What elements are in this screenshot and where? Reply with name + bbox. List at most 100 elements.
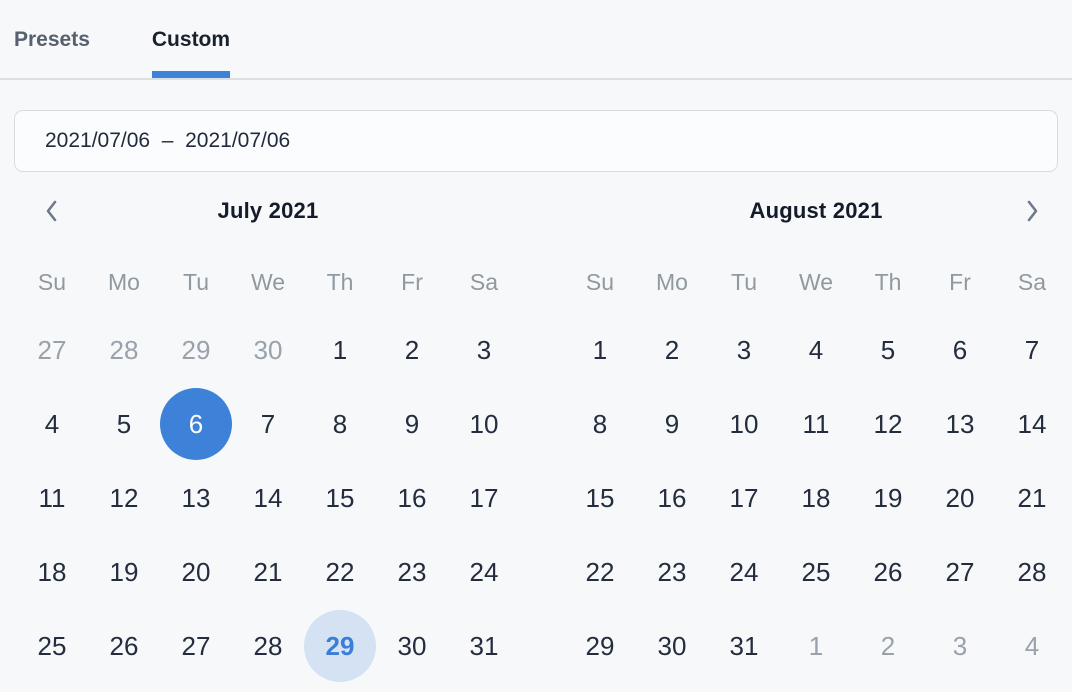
day-cell[interactable]: 12 xyxy=(109,482,139,513)
weekday-label: Th xyxy=(326,268,354,295)
day-cell[interactable]: 20 xyxy=(181,556,211,587)
day-cell[interactable]: 3 xyxy=(952,630,968,661)
date-range-wrapper xyxy=(0,80,1072,172)
day-cell[interactable]: 30 xyxy=(657,630,687,661)
day-cell[interactable]: 28 xyxy=(1017,556,1047,587)
weekday-label: Mo xyxy=(656,268,688,295)
day-cell[interactable]: 10 xyxy=(729,408,759,439)
tab-custom[interactable]: Custom xyxy=(151,0,231,78)
day-cell[interactable]: 28 xyxy=(253,630,283,661)
calendar-panel: July 2021 Su Mo Tu We Th Fr Sa 27 28 29 30 1 2 3 4 5 6 7… xyxy=(0,188,1072,683)
day-cell[interactable]: 11 xyxy=(38,482,66,513)
day-cell[interactable]: 30 xyxy=(397,630,427,661)
day-cell[interactable]: 3 xyxy=(476,334,492,365)
weekday-label: Sa xyxy=(469,268,499,295)
day-cell[interactable]: 31 xyxy=(729,630,759,661)
calendar-month-august: August 2021 Su Mo Tu We Th Fr Sa 1 2 3 4 5 6 7 8 9 10 11… xyxy=(564,188,1068,683)
chevron-left-icon xyxy=(46,200,57,222)
day-cell[interactable]: 25 xyxy=(801,556,831,587)
day-cell[interactable]: 6 xyxy=(952,334,968,365)
day-cell[interactable]: 24 xyxy=(729,556,759,587)
day-cell[interactable]: 21 xyxy=(1017,482,1047,513)
next-month-button[interactable] xyxy=(996,188,1068,234)
day-cell[interactable]: 9 xyxy=(404,408,420,439)
month-title: July 2021 xyxy=(217,198,319,223)
day-cell[interactable]: 7 xyxy=(1024,334,1040,365)
day-cell[interactable]: 4 xyxy=(44,408,60,439)
day-cell[interactable]: 29 xyxy=(181,334,211,365)
day-cell[interactable]: 11 xyxy=(802,408,830,439)
weekday-label: Su xyxy=(585,268,615,295)
day-cell[interactable]: 22 xyxy=(325,556,355,587)
day-cell[interactable]: 19 xyxy=(109,556,139,587)
day-cell[interactable]: 27 xyxy=(37,334,67,365)
month-header: July 2021 xyxy=(16,188,520,234)
day-cell[interactable]: 28 xyxy=(109,334,139,365)
day-cell[interactable]: 17 xyxy=(469,482,499,513)
day-cell[interactable]: 14 xyxy=(253,482,283,513)
day-cell[interactable]: 8 xyxy=(592,408,608,439)
weekday-label: Su xyxy=(37,268,67,295)
weekday-label: Th xyxy=(874,268,902,295)
day-cell[interactable]: 18 xyxy=(801,482,831,513)
weekday-label: Tu xyxy=(183,268,209,295)
day-cell[interactable]: 22 xyxy=(585,556,615,587)
day-cell[interactable]: 20 xyxy=(945,482,975,513)
day-cell-today[interactable]: 29 xyxy=(304,609,376,683)
weekday-label: Tu xyxy=(731,268,757,295)
date-range-input[interactable] xyxy=(14,110,1058,172)
weekday-label: Sa xyxy=(1017,268,1047,295)
day-cell[interactable]: 1 xyxy=(332,334,348,365)
day-cell[interactable]: 9 xyxy=(664,408,680,439)
weekday-label: Fr xyxy=(401,268,423,295)
day-cell[interactable]: 18 xyxy=(37,556,67,587)
day-cell[interactable]: 2 xyxy=(404,334,420,365)
day-cell[interactable]: 30 xyxy=(253,334,283,365)
day-cell[interactable]: 25 xyxy=(37,630,67,661)
day-cell[interactable]: 1 xyxy=(592,334,608,365)
day-cell[interactable]: 31 xyxy=(469,630,499,661)
weekday-label: Mo xyxy=(108,268,140,295)
month-title: August 2021 xyxy=(749,198,883,223)
day-cell[interactable]: 29 xyxy=(585,630,615,661)
day-cell[interactable]: 27 xyxy=(945,556,975,587)
day-cell[interactable]: 14 xyxy=(1017,408,1047,439)
day-cell[interactable]: 15 xyxy=(325,482,355,513)
day-cell-selected[interactable]: 6 xyxy=(160,387,232,461)
day-cell[interactable]: 2 xyxy=(880,630,896,661)
day-cell[interactable]: 5 xyxy=(116,408,132,439)
day-cell[interactable]: 4 xyxy=(808,334,824,365)
day-cell[interactable]: 4 xyxy=(1024,630,1040,661)
day-cell[interactable]: 2 xyxy=(664,334,680,365)
weekday-label: We xyxy=(250,268,286,295)
day-cell[interactable]: 8 xyxy=(332,408,348,439)
day-cell[interactable]: 16 xyxy=(397,482,427,513)
weekday-row: Su Mo Tu We Th Fr Sa xyxy=(564,262,1068,302)
chevron-right-icon xyxy=(1027,200,1038,222)
day-cell[interactable]: 15 xyxy=(585,482,615,513)
day-cell[interactable]: 13 xyxy=(181,482,211,513)
tab-presets[interactable]: Presets xyxy=(14,28,90,51)
day-cell[interactable]: 5 xyxy=(880,334,896,365)
day-cell[interactable]: 12 xyxy=(873,408,903,439)
day-cell[interactable]: 16 xyxy=(657,482,687,513)
prev-month-button[interactable] xyxy=(16,188,88,234)
month-header: August 2021 xyxy=(564,188,1068,234)
day-cell[interactable]: 17 xyxy=(729,482,759,513)
day-cell[interactable]: 27 xyxy=(181,630,211,661)
day-cell[interactable]: 13 xyxy=(945,408,975,439)
day-cell[interactable]: 3 xyxy=(736,334,752,365)
day-cell[interactable]: 24 xyxy=(469,556,499,587)
day-cell[interactable]: 1 xyxy=(808,630,824,661)
day-cell[interactable]: 10 xyxy=(469,408,499,439)
weekday-label: Fr xyxy=(949,268,971,295)
day-cell[interactable]: 26 xyxy=(109,630,139,661)
day-cell[interactable]: 7 xyxy=(260,408,276,439)
day-cell[interactable]: 19 xyxy=(873,482,903,513)
tab-bar: Presets Custom xyxy=(0,0,1072,80)
day-grid: 1 2 3 4 5 6 7 8 9 10 11 12 13 14 15 16 17 18 19 20 21 22 23 24 2… xyxy=(564,313,1068,683)
day-cell[interactable]: 23 xyxy=(397,556,427,587)
day-cell[interactable]: 21 xyxy=(253,556,283,587)
day-cell[interactable]: 23 xyxy=(657,556,687,587)
day-cell[interactable]: 26 xyxy=(873,556,903,587)
